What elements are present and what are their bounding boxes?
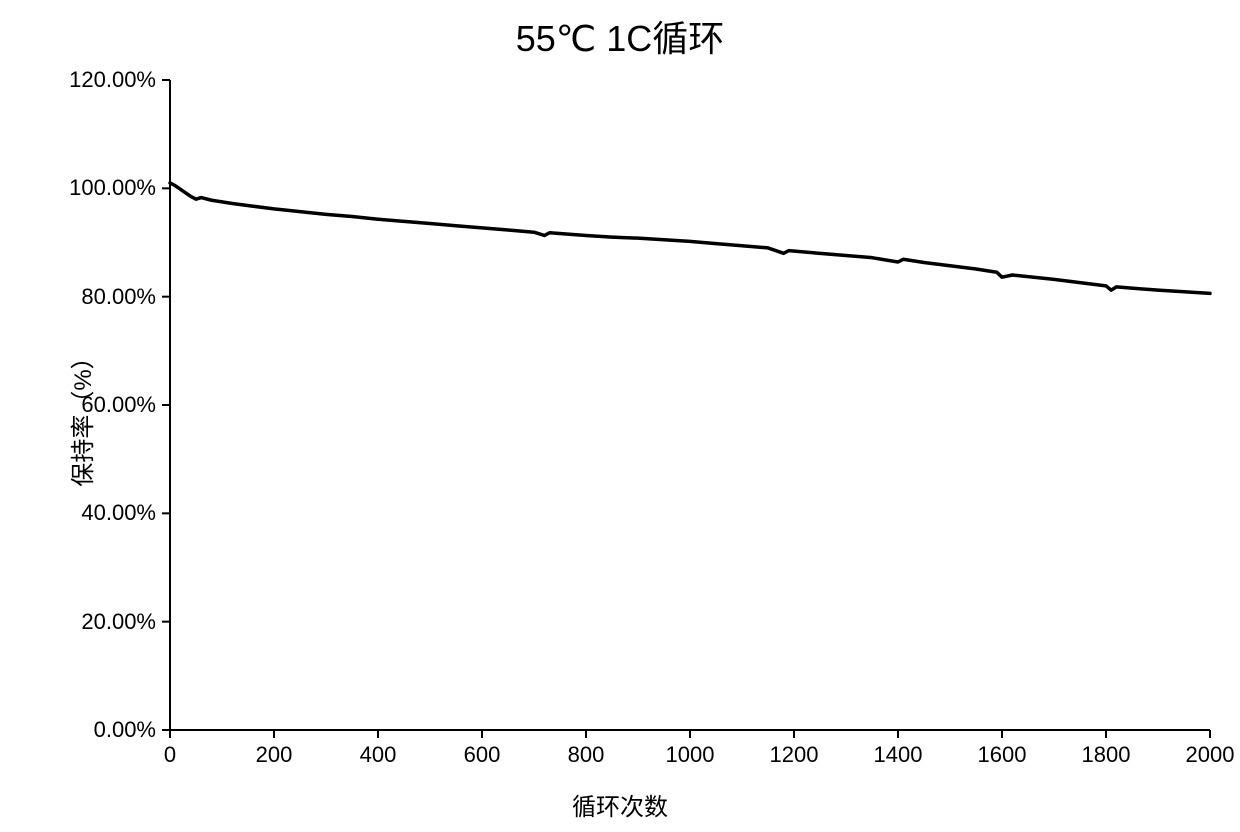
y-tick-label: 40.00% bbox=[81, 500, 156, 526]
x-tick-label: 1400 bbox=[874, 742, 923, 768]
x-axis-label: 循环次数 bbox=[0, 787, 1240, 822]
x-tick-label: 800 bbox=[568, 742, 605, 768]
plot-area bbox=[170, 80, 1210, 730]
chart-container: 55℃ 1C循环 保持率（%） 循环次数 0.00%20.00%40.00%60… bbox=[0, 0, 1240, 832]
x-tick-label: 0 bbox=[164, 742, 176, 768]
y-tick-label: 60.00% bbox=[81, 392, 156, 418]
y-tick-label: 20.00% bbox=[81, 609, 156, 635]
y-tick-label: 100.00% bbox=[69, 175, 156, 201]
y-tick-label: 0.00% bbox=[94, 717, 156, 743]
x-tick-label: 1200 bbox=[770, 742, 819, 768]
x-tick-label: 200 bbox=[256, 742, 293, 768]
x-tick-label: 1800 bbox=[1082, 742, 1131, 768]
data-line bbox=[170, 183, 1210, 293]
x-tick-label: 1000 bbox=[666, 742, 715, 768]
chart-svg bbox=[170, 80, 1210, 730]
y-tick-label: 80.00% bbox=[81, 284, 156, 310]
x-tick-label: 400 bbox=[360, 742, 397, 768]
x-tick-label: 2000 bbox=[1186, 742, 1235, 768]
chart-title: 55℃ 1C循环 bbox=[0, 10, 1240, 62]
y-tick-label: 120.00% bbox=[69, 67, 156, 93]
x-tick-label: 600 bbox=[464, 742, 501, 768]
x-tick-label: 1600 bbox=[978, 742, 1027, 768]
